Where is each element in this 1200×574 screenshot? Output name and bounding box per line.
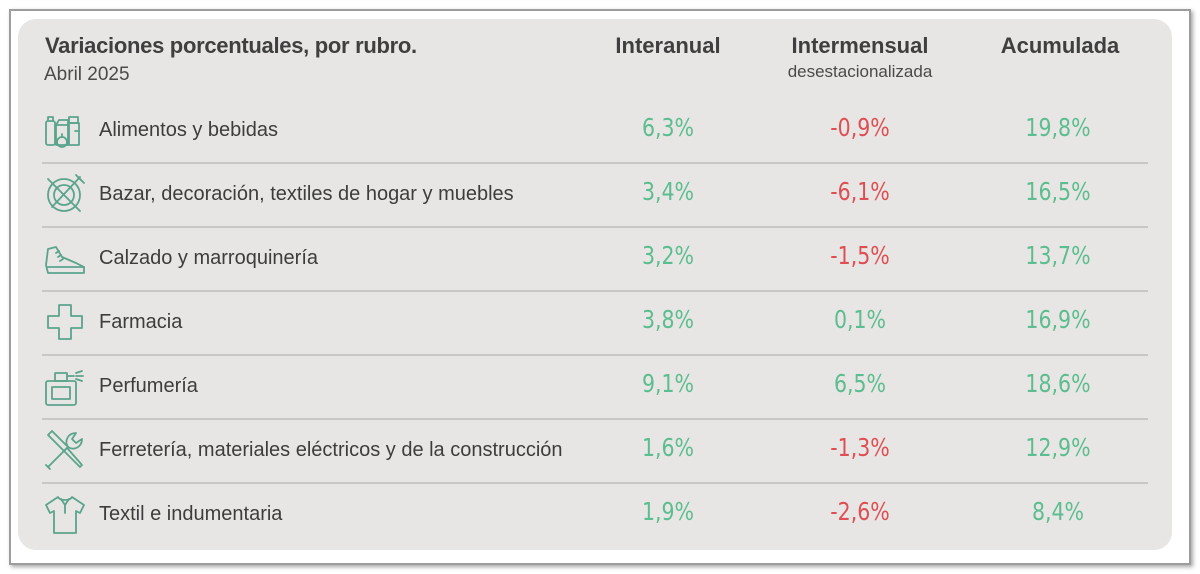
row-label: Calzado y marroquinería bbox=[99, 247, 318, 269]
value-acumulada: 19,8% bbox=[1025, 113, 1091, 142]
value-acumulada: 12,9% bbox=[1025, 433, 1091, 462]
grocery-icon bbox=[42, 107, 88, 153]
row-label: Farmacia bbox=[99, 311, 183, 333]
column-subheader-intermensual: desestacionalizada bbox=[787, 62, 933, 81]
row-label: Perfumería bbox=[99, 375, 198, 397]
row-label: Alimentos y bebidas bbox=[99, 119, 278, 141]
table-row: Perfumería 9,1% 6,5% 18,6% bbox=[42, 355, 1148, 419]
pharmacy-cross-icon bbox=[42, 299, 88, 345]
table-row: Farmacia 3,8% 0,1% 16,9% bbox=[42, 291, 1148, 355]
value-interanual: 9,1% bbox=[641, 369, 695, 398]
value-acumulada: 8,4% bbox=[1031, 497, 1085, 526]
table-row: Ferretería, materiales eléctricos y de l… bbox=[42, 419, 1148, 483]
column-header-intermensual: Intermensual bbox=[791, 33, 929, 58]
column-header-acumulada: Acumulada bbox=[1000, 33, 1120, 58]
value-interanual: 1,6% bbox=[641, 433, 695, 462]
table-row: Bazar, decoración, textiles de hogar y m… bbox=[42, 163, 1148, 227]
shirt-icon bbox=[42, 491, 88, 537]
tools-icon bbox=[42, 427, 88, 473]
row-divider bbox=[42, 290, 1148, 292]
value-acumulada: 18,6% bbox=[1025, 369, 1091, 398]
value-acumulada: 16,5% bbox=[1025, 177, 1091, 206]
value-acumulada: 13,7% bbox=[1025, 241, 1091, 270]
row-divider bbox=[42, 418, 1148, 420]
value-intermensual: -1,3% bbox=[830, 433, 890, 462]
row-divider bbox=[42, 226, 1148, 228]
row-label: Ferretería, materiales eléctricos y de l… bbox=[99, 439, 563, 461]
value-interanual: 1,9% bbox=[641, 497, 695, 526]
table-subtitle: Abril 2025 bbox=[44, 64, 130, 85]
row-divider bbox=[42, 354, 1148, 356]
value-intermensual: 6,5% bbox=[833, 369, 887, 398]
perfume-bottle-icon bbox=[42, 363, 88, 409]
row-divider bbox=[42, 162, 1148, 164]
value-interanual: 3,8% bbox=[641, 305, 695, 334]
value-intermensual: -6,1% bbox=[830, 177, 890, 206]
row-label: Bazar, decoración, textiles de hogar y m… bbox=[99, 183, 514, 205]
value-intermensual: 0,1% bbox=[833, 305, 887, 334]
value-intermensual: -0,9% bbox=[830, 113, 890, 142]
column-header-interanual: Interanual bbox=[615, 33, 721, 58]
table-title: Variaciones porcentuales, por rubro. bbox=[45, 33, 417, 58]
table-row: Alimentos y bebidas 6,3% -0,9% 19,8% bbox=[42, 99, 1148, 163]
value-interanual: 3,2% bbox=[641, 241, 695, 270]
table-row: Calzado y marroquinería 3,2% -1,5% 13,7% bbox=[42, 227, 1148, 291]
value-acumulada: 16,9% bbox=[1025, 305, 1091, 334]
value-interanual: 6,3% bbox=[641, 113, 695, 142]
plate-cutlery-icon bbox=[42, 171, 88, 217]
table-row: Textil e indumentaria 1,9% -2,6% 8,4% bbox=[42, 483, 1148, 547]
row-divider bbox=[42, 482, 1148, 484]
sneaker-icon bbox=[42, 235, 88, 281]
value-intermensual: -2,6% bbox=[830, 497, 890, 526]
table-panel bbox=[18, 19, 1172, 550]
value-interanual: 3,4% bbox=[641, 177, 695, 206]
value-intermensual: -1,5% bbox=[830, 241, 890, 270]
row-label: Textil e indumentaria bbox=[99, 503, 283, 525]
